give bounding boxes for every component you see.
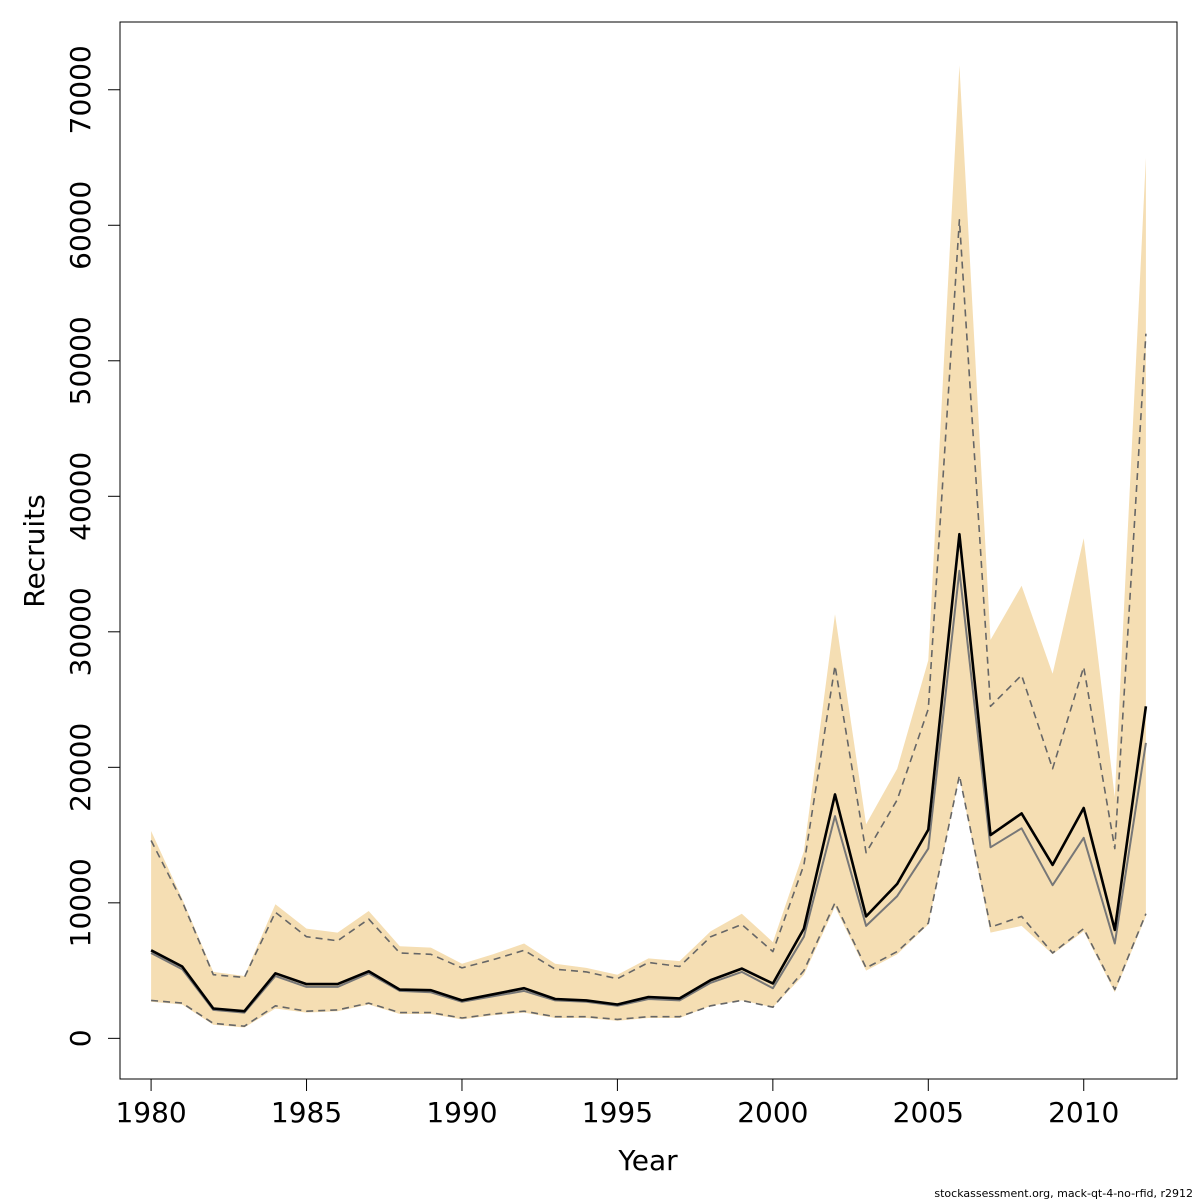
upper-dashed-line (150, 219, 1147, 980)
y-tick-label: 10000 (64, 858, 97, 947)
x-tick-label: 1985 (271, 1096, 342, 1129)
plot-area (150, 65, 1148, 1028)
x-tick-label: 1995 (582, 1096, 653, 1129)
x-tick-label: 2010 (1048, 1096, 1119, 1129)
x-axis: 1980 1985 1990 1995 2000 2005 2010 (115, 1078, 1119, 1129)
footer-credit: stockassessment.org, mack-qt-4-no-rfid, … (934, 1187, 1193, 1200)
y-tick-label: 50000 (64, 316, 97, 405)
x-tick-label: 1990 (426, 1096, 497, 1129)
y-tick-label: 60000 (64, 181, 97, 270)
y-axis: 0 10000 20000 30000 40000 50000 60000 70000 (64, 45, 121, 1047)
x-tick-label: 1980 (115, 1096, 186, 1129)
recruits-estimate-line (150, 532, 1148, 1013)
y-tick-label: 0 (64, 1029, 97, 1047)
y-tick-label: 70000 (64, 45, 97, 134)
y-axis-title: Recruits (18, 494, 51, 607)
y-tick-label: 40000 (64, 452, 97, 541)
y-tick-label: 30000 (64, 587, 97, 676)
x-axis-title: Year (617, 1144, 678, 1177)
grey-estimate-line (150, 569, 1147, 1014)
y-tick-label: 20000 (64, 723, 97, 812)
x-tick-label: 2000 (737, 1096, 808, 1129)
confidence-band (151, 65, 1146, 1028)
lower-dashed-line (151, 774, 1147, 1027)
x-tick-label: 2005 (893, 1096, 964, 1129)
